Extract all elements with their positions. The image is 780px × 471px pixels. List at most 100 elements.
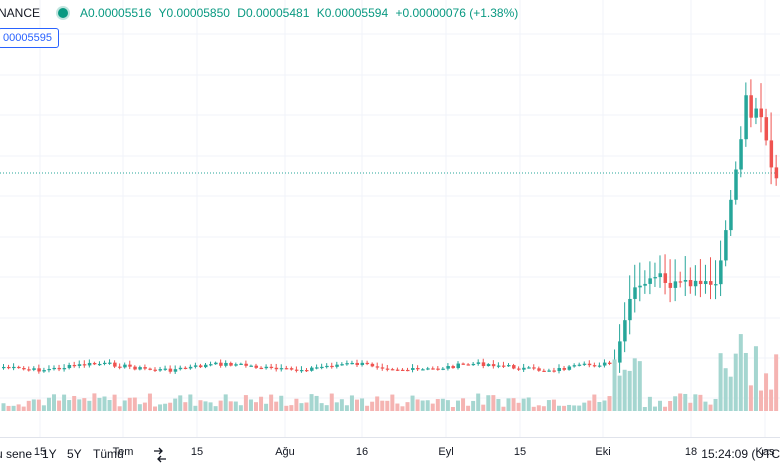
candle-body	[370, 363, 375, 367]
candle-body	[219, 362, 223, 366]
candle-body	[406, 369, 410, 372]
time-label: Tem	[112, 446, 134, 458]
candle-body	[269, 366, 274, 369]
candle-body	[597, 365, 602, 367]
candle-body	[335, 364, 339, 367]
candle-body	[522, 367, 526, 370]
volume-bar	[365, 405, 370, 411]
range-1y-button[interactable]: 1Y	[42, 447, 57, 461]
volume-bar	[294, 398, 299, 411]
candle-body	[466, 364, 471, 366]
volume-bar	[647, 396, 652, 411]
symbol-name[interactable]: NANCE	[0, 6, 41, 20]
volume-bar	[425, 400, 430, 411]
candle-body	[587, 363, 592, 366]
candle-body	[759, 108, 763, 118]
volume-bar	[521, 398, 526, 411]
candle-body	[416, 368, 420, 370]
candle-body	[294, 369, 299, 371]
candle-body	[148, 368, 152, 370]
change-value: +0.00000076 (+1.38%)	[395, 6, 519, 20]
candle-body	[198, 365, 203, 368]
candle-body	[310, 367, 314, 371]
volume-bar	[551, 399, 556, 411]
candle-body	[774, 167, 779, 179]
crosshair-price-label: 00005595	[0, 28, 59, 48]
time-label: Eki	[595, 446, 611, 458]
volume-bar	[693, 394, 698, 411]
volume-bar	[759, 390, 763, 411]
volume-bar	[557, 405, 561, 411]
candle-body	[633, 287, 637, 299]
volume-bar	[349, 395, 354, 411]
candle-body	[380, 367, 385, 369]
volume-bar	[769, 389, 774, 411]
range-5y-button[interactable]: 5Y	[67, 447, 82, 461]
volume-bar	[26, 400, 31, 411]
compare-icon[interactable]	[152, 447, 168, 463]
candle-body	[47, 368, 51, 371]
candle-body	[744, 95, 748, 140]
volume-bar	[405, 402, 410, 411]
candle-body	[168, 368, 173, 372]
candle-body	[92, 362, 97, 365]
candle-body	[118, 366, 122, 368]
volume-bar	[223, 394, 228, 411]
candle-body	[426, 368, 430, 370]
volume-bar	[541, 406, 546, 411]
candle-body	[97, 363, 102, 366]
candle-body	[653, 277, 657, 279]
volume-bar	[440, 398, 445, 411]
volume-bar	[390, 394, 395, 411]
candle-body	[512, 365, 516, 369]
low-value: D0.00005481	[237, 6, 310, 20]
volume-bar	[728, 376, 733, 411]
time-label: Ağu	[275, 446, 295, 458]
candle-body	[693, 280, 698, 287]
candle-body	[668, 282, 673, 288]
candle-body	[158, 369, 163, 371]
candle-body	[769, 140, 774, 168]
time-label: 18	[684, 446, 698, 458]
volume-bar	[102, 396, 107, 411]
candle-body	[643, 283, 647, 286]
candle-body	[678, 281, 683, 283]
chart-canvas[interactable]	[0, 0, 780, 437]
volume-bar	[259, 396, 264, 411]
volume-bar	[652, 406, 657, 411]
volume-bar	[339, 399, 344, 411]
volume-bar	[683, 393, 688, 411]
candle-body	[103, 362, 107, 365]
candle-body	[22, 368, 26, 370]
candle-body	[542, 370, 546, 372]
range-all-button[interactable]: Tümü	[93, 447, 124, 461]
utc-clock[interactable]: 15:24:09 (UTC	[701, 447, 780, 461]
candle-body	[703, 281, 708, 285]
candle-body	[249, 365, 253, 367]
volume-bar	[774, 354, 779, 411]
volume-bar	[531, 406, 536, 411]
volume-bar	[562, 405, 567, 411]
volume-bar	[718, 353, 723, 411]
candle-body	[375, 366, 380, 368]
volume-bar	[627, 370, 632, 411]
volume-bar	[370, 401, 375, 411]
candle-body	[673, 281, 678, 288]
volume-bar	[329, 393, 334, 411]
candle-body	[739, 139, 743, 170]
candle-body	[431, 368, 435, 370]
candle-body	[62, 368, 67, 370]
candle-body	[133, 366, 137, 370]
volume-bar	[668, 400, 673, 411]
volume-bar	[491, 395, 496, 411]
chart-area[interactable]: NANCE A0.00005516 Y0.00005850 D0.0000548…	[0, 0, 780, 437]
volume-bar	[703, 401, 708, 411]
time-axis[interactable]: 15 Tem 15 Ağu 16 Eyl 15 Eki 18 Kas	[0, 437, 780, 471]
volume-bar	[723, 368, 728, 411]
candle-body	[108, 362, 112, 364]
range-ytd-button[interactable]: u sene	[0, 447, 33, 461]
candle-body	[264, 366, 269, 369]
volume-bar	[698, 394, 703, 411]
volume-bar	[764, 373, 769, 411]
volume-bar	[163, 403, 168, 411]
